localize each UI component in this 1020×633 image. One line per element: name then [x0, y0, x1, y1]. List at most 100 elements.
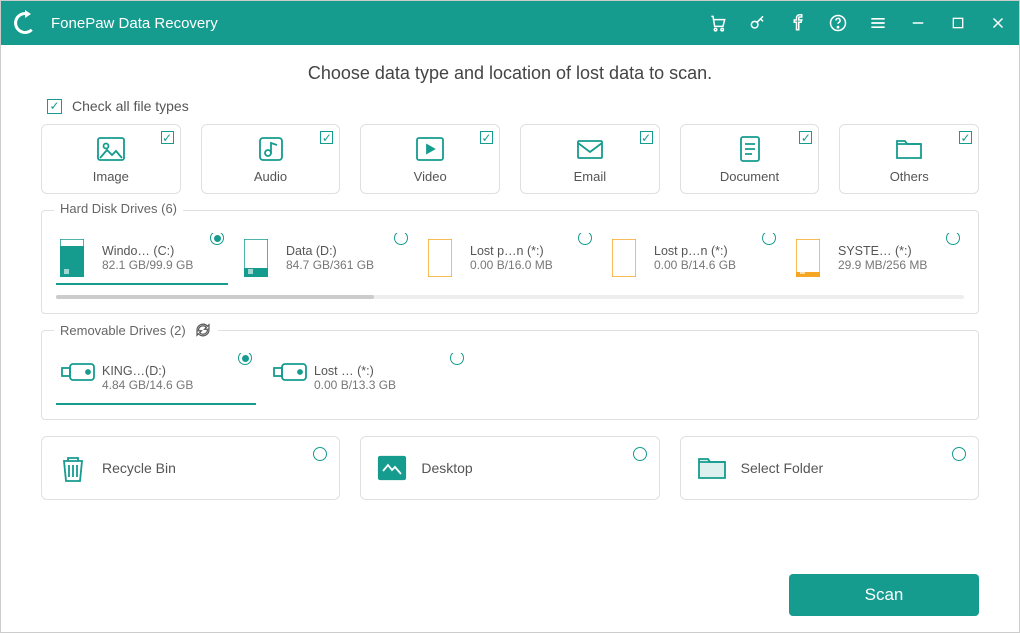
disk-icon	[60, 239, 92, 277]
title-bar: FonePaw Data Recovery	[1, 1, 1019, 45]
drive-name: Lost p…n (*:)	[470, 244, 553, 258]
hdd-drives-row: Windo… (C:)82.1 GB/99.9 GBData (D:)84.7 …	[56, 233, 964, 285]
refresh-icon[interactable]	[194, 321, 212, 339]
extras-row: Recycle Bin Desktop Select Folder	[41, 436, 979, 500]
drive-size: 0.00 B/14.6 GB	[654, 258, 736, 272]
removable-drives-row: KING…(D:)4.84 GB/14.6 GBLost … (*:)0.00 …	[56, 353, 964, 405]
drive-radio[interactable]	[210, 233, 224, 245]
app-logo-icon	[11, 9, 39, 37]
type-card-image[interactable]: Image	[41, 124, 181, 194]
help-icon[interactable]	[827, 12, 849, 34]
drive-name: Data (D:)	[286, 244, 374, 258]
removable-group: Removable Drives (2) KING…(D:)4.84 GB/14…	[41, 330, 979, 420]
type-label-others: Others	[890, 169, 929, 184]
facebook-icon[interactable]	[787, 12, 809, 34]
drive-name: Lost p…n (*:)	[654, 244, 736, 258]
type-label-email: Email	[574, 169, 607, 184]
drive-item[interactable]: Lost p…n (*:)0.00 B/14.6 GB	[608, 233, 780, 285]
extra-radio-recycle[interactable]	[313, 447, 327, 461]
drive-size: 0.00 B/16.0 MB	[470, 258, 553, 272]
type-label-video: Video	[414, 169, 447, 184]
extra-desktop[interactable]: Desktop	[360, 436, 659, 500]
drive-size: 84.7 GB/361 GB	[286, 258, 374, 272]
drive-item[interactable]: SYSTE… (*:)29.9 MB/256 MB	[792, 233, 964, 285]
check-all-row: Check all file types	[47, 98, 979, 114]
type-checkbox-audio[interactable]	[320, 131, 333, 144]
drive-radio[interactable]	[450, 353, 464, 365]
email-icon	[575, 135, 605, 163]
footer: Scan	[1, 574, 1019, 632]
drive-name: Lost … (*:)	[314, 364, 396, 378]
usb-icon	[272, 359, 304, 397]
type-checkbox-document[interactable]	[799, 131, 812, 144]
type-label-image: Image	[93, 169, 129, 184]
hdd-scrollbar[interactable]	[56, 295, 964, 299]
disk-icon	[796, 239, 828, 277]
drive-item[interactable]: Data (D:)84.7 GB/361 GB	[240, 233, 412, 285]
video-icon	[415, 135, 445, 163]
drive-radio[interactable]	[238, 353, 252, 365]
drive-radio[interactable]	[394, 233, 408, 245]
disk-icon	[244, 239, 276, 277]
check-all-label: Check all file types	[72, 98, 189, 114]
type-card-document[interactable]: Document	[680, 124, 820, 194]
app-window: FonePaw Data Recovery Choose data type a…	[0, 0, 1020, 633]
drive-item[interactable]: Windo… (C:)82.1 GB/99.9 GB	[56, 233, 228, 285]
extra-folder[interactable]: Select Folder	[680, 436, 979, 500]
drive-radio[interactable]	[762, 233, 776, 245]
extra-radio-desktop[interactable]	[633, 447, 647, 461]
disk-icon	[612, 239, 644, 277]
key-icon[interactable]	[747, 12, 769, 34]
hdd-group: Hard Disk Drives (6) Windo… (C:)82.1 GB/…	[41, 210, 979, 314]
desktop-icon	[377, 453, 407, 483]
minimize-button[interactable]	[907, 12, 929, 34]
extra-label-folder: Select Folder	[741, 460, 823, 476]
drive-size: 4.84 GB/14.6 GB	[102, 378, 193, 392]
extra-radio-folder[interactable]	[952, 447, 966, 461]
drive-item[interactable]: Lost p…n (*:)0.00 B/16.0 MB	[424, 233, 596, 285]
type-card-video[interactable]: Video	[360, 124, 500, 194]
titlebar-icons	[707, 12, 1009, 34]
content-area: Choose data type and location of lost da…	[1, 45, 1019, 574]
drive-radio[interactable]	[578, 233, 592, 245]
type-checkbox-video[interactable]	[480, 131, 493, 144]
removable-group-title: Removable Drives (2)	[54, 321, 218, 339]
close-button[interactable]	[987, 12, 1009, 34]
usb-icon	[60, 359, 92, 397]
document-icon	[735, 135, 765, 163]
type-label-document: Document	[720, 169, 779, 184]
extra-label-recycle: Recycle Bin	[102, 460, 176, 476]
drive-item[interactable]: Lost … (*:)0.00 B/13.3 GB	[268, 353, 468, 405]
scan-button[interactable]: Scan	[789, 574, 979, 616]
menu-icon[interactable]	[867, 12, 889, 34]
disk-icon	[428, 239, 460, 277]
hdd-group-title: Hard Disk Drives (6)	[54, 201, 183, 216]
extra-recycle[interactable]: Recycle Bin	[41, 436, 340, 500]
removable-title-text: Removable Drives (2)	[60, 323, 186, 338]
drive-size: 0.00 B/13.3 GB	[314, 378, 396, 392]
cart-icon[interactable]	[707, 12, 729, 34]
check-all-checkbox[interactable]	[47, 99, 62, 114]
recycle-icon	[58, 453, 88, 483]
maximize-button[interactable]	[947, 12, 969, 34]
type-checkbox-email[interactable]	[640, 131, 653, 144]
others-icon	[894, 135, 924, 163]
drive-size: 82.1 GB/99.9 GB	[102, 258, 193, 272]
file-types-row: Image Audio Video Email Document Others	[41, 124, 979, 194]
type-card-email[interactable]: Email	[520, 124, 660, 194]
type-label-audio: Audio	[254, 169, 287, 184]
page-heading: Choose data type and location of lost da…	[41, 63, 979, 84]
type-card-audio[interactable]: Audio	[201, 124, 341, 194]
type-card-others[interactable]: Others	[839, 124, 979, 194]
drive-name: Windo… (C:)	[102, 244, 193, 258]
folder-icon	[697, 453, 727, 483]
audio-icon	[256, 135, 286, 163]
drive-item[interactable]: KING…(D:)4.84 GB/14.6 GB	[56, 353, 256, 405]
type-checkbox-others[interactable]	[959, 131, 972, 144]
drive-name: SYSTE… (*:)	[838, 244, 927, 258]
drive-radio[interactable]	[946, 233, 960, 245]
drive-size: 29.9 MB/256 MB	[838, 258, 927, 272]
app-title: FonePaw Data Recovery	[51, 15, 707, 32]
type-checkbox-image[interactable]	[161, 131, 174, 144]
image-icon	[96, 135, 126, 163]
